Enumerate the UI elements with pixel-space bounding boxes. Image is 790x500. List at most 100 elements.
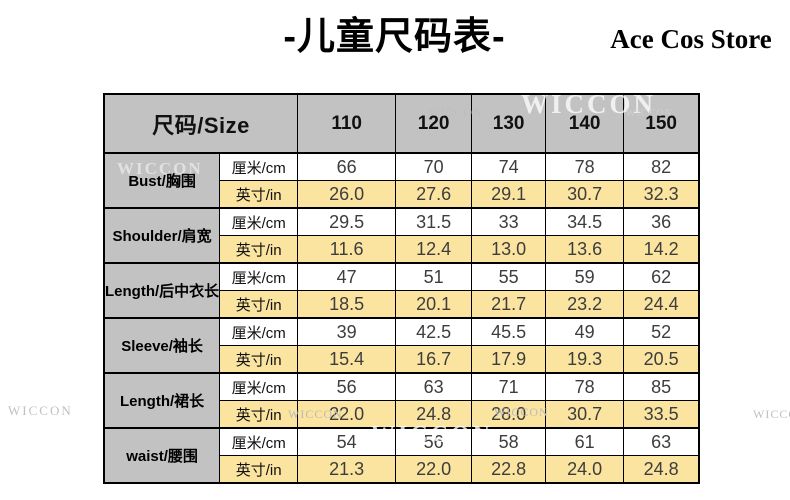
- table-cell: 29.5: [297, 207, 397, 236]
- table-cell: 56: [395, 427, 473, 456]
- table-cell: 70: [395, 152, 473, 181]
- table-cell: 14.2: [623, 235, 700, 264]
- table-cell: 30.7: [545, 180, 625, 209]
- row-label-sleeve: Sleeve/袖长: [103, 317, 221, 374]
- table-cell: 15.4: [297, 345, 397, 374]
- unit-cm-cell: 厘米/cm: [219, 152, 299, 181]
- row-label-waist: waist/腰围: [103, 427, 221, 484]
- table-row: waist/腰围 厘米/cm 54 56 58 61 63: [103, 427, 700, 484]
- unit-cm-cell: 厘米/cm: [219, 372, 299, 401]
- size-col-130: 130: [471, 93, 547, 154]
- table-cell: 13.0: [471, 235, 547, 264]
- table-cell: 58: [471, 427, 547, 456]
- table-cell: 22.0: [297, 400, 397, 429]
- table-cell: 13.6: [545, 235, 625, 264]
- table-row: Length/后中衣长 厘米/cm 47 51 55 59 62: [103, 262, 700, 319]
- size-col-120: 120: [395, 93, 473, 154]
- unit-cm-cell: 厘米/cm: [219, 207, 299, 236]
- table-row: 英寸/in 26.0 27.6 29.1 30.7 32.3: [104, 180, 700, 209]
- table-cell: 66: [297, 152, 397, 181]
- table-cell: 24.4: [623, 290, 700, 319]
- table-cell: 31.5: [395, 207, 473, 236]
- unit-cm-cell: 厘米/cm: [219, 262, 299, 291]
- table-row: 英寸/in 11.6 12.4 13.0 13.6 14.2: [104, 235, 700, 264]
- table-cell: 34.5: [545, 207, 625, 236]
- table-cell: 23.2: [545, 290, 625, 319]
- table-cell: 11.6: [297, 235, 397, 264]
- table-cell: 52: [623, 317, 700, 346]
- table-cell: 49: [545, 317, 625, 346]
- table-cell: 63: [395, 372, 473, 401]
- table-cell: 82: [623, 152, 700, 181]
- watermark: WICCON: [753, 407, 790, 421]
- table-row: Sleeve/袖长 厘米/cm 39 42.5 45.5 49 52: [103, 317, 700, 374]
- unit-in-cell: 英寸/in: [219, 455, 299, 484]
- table-cell: 78: [545, 372, 625, 401]
- table-cell: 26.0: [297, 180, 397, 209]
- table-cell: 71: [471, 372, 547, 401]
- row-label-skirt-length: Length/裙长: [103, 372, 221, 429]
- table-row: 英寸/in 21.3 22.0 22.8 24.0 24.8: [104, 455, 700, 484]
- table-row: Length/裙长 厘米/cm 56 63 71 78 85: [103, 372, 700, 429]
- table-cell: 45.5: [471, 317, 547, 346]
- table-cell: 32.3: [623, 180, 700, 209]
- size-col-150: 150: [623, 93, 700, 154]
- table-cell: 62: [623, 262, 700, 291]
- table-cell: 29.1: [471, 180, 547, 209]
- table-cell: 61: [545, 427, 625, 456]
- table-cell: 42.5: [395, 317, 473, 346]
- table-cell: 18.5: [297, 290, 397, 319]
- table-cell: 17.9: [471, 345, 547, 374]
- table-cell: 63: [623, 427, 700, 456]
- unit-in-cell: 英寸/in: [219, 180, 299, 209]
- unit-cm-cell: 厘米/cm: [219, 427, 299, 456]
- table-cell: 85: [623, 372, 700, 401]
- row-label-back-length: Length/后中衣长: [103, 262, 221, 319]
- table-cell: 36: [623, 207, 700, 236]
- unit-cm-cell: 厘米/cm: [219, 317, 299, 346]
- table-row: Shoulder/肩宽 厘米/cm 29.5 31.5 33 34.5 36: [103, 207, 700, 264]
- table-header-row: 尺码/Size 110 120 130 140 150: [103, 93, 700, 154]
- table-cell: 24.0: [545, 455, 625, 484]
- table-cell: 20.1: [395, 290, 473, 319]
- table-cell: 74: [471, 152, 547, 181]
- table-cell: 47: [297, 262, 397, 291]
- table-cell: 22.0: [395, 455, 473, 484]
- unit-in-cell: 英寸/in: [219, 400, 299, 429]
- size-col-140: 140: [545, 93, 625, 154]
- table-row: 英寸/in 22.0 24.8 28.0 30.7 33.5: [104, 400, 700, 429]
- page-title: -儿童尺码表-: [283, 16, 506, 58]
- table-cell: 78: [545, 152, 625, 181]
- table-cell: 59: [545, 262, 625, 291]
- table-cell: 54: [297, 427, 397, 456]
- table-cell: 16.7: [395, 345, 473, 374]
- table-cell: 56: [297, 372, 397, 401]
- table-cell: 24.8: [623, 455, 700, 484]
- unit-in-cell: 英寸/in: [219, 345, 299, 374]
- row-label-bust: Bust/胸围: [103, 152, 221, 209]
- table-cell: 21.3: [297, 455, 397, 484]
- table-cell: 24.8: [395, 400, 473, 429]
- unit-in-cell: 英寸/in: [219, 290, 299, 319]
- table-cell: 21.7: [471, 290, 547, 319]
- table-cell: 27.6: [395, 180, 473, 209]
- size-col-110: 110: [297, 93, 397, 154]
- table-cell: 51: [395, 262, 473, 291]
- watermark: WICCON: [8, 403, 73, 418]
- table-cell: 12.4: [395, 235, 473, 264]
- table-cell: 33.5: [623, 400, 700, 429]
- table-cell: 19.3: [545, 345, 625, 374]
- table-cell: 33: [471, 207, 547, 236]
- store-name: Ace Cos Store: [610, 24, 772, 54]
- table-row: 英寸/in 18.5 20.1 21.7 23.2 24.4: [104, 290, 700, 319]
- table-cell: 39: [297, 317, 397, 346]
- table-cell: 55: [471, 262, 547, 291]
- size-header-cell: 尺码/Size: [103, 93, 299, 154]
- size-table: 尺码/Size 110 120 130 140 150 Bust/胸围 厘米/c…: [103, 93, 701, 484]
- table-cell: 22.8: [471, 455, 547, 484]
- unit-in-cell: 英寸/in: [219, 235, 299, 264]
- table-cell: 28.0: [471, 400, 547, 429]
- row-label-shoulder: Shoulder/肩宽: [103, 207, 221, 264]
- table-cell: 20.5: [623, 345, 700, 374]
